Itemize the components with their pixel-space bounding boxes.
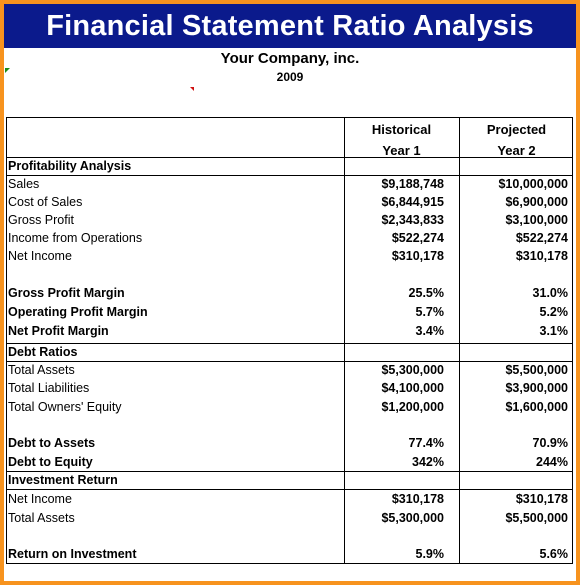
row-label: Gross Profit Margin [8,286,125,300]
row-label: Gross Profit [8,213,74,227]
value-year2: $310,178 [515,249,568,263]
row-label: Net Income [8,249,72,263]
value-year2: 3.1% [539,324,569,338]
value-year1: $5,300,000 [381,363,444,377]
report-year: 2009 [276,70,304,84]
header-projected-label: Projected [486,122,547,137]
row-label: Cost of Sales [8,195,83,209]
company-name: Your Company, inc. [220,50,360,67]
section-investment: Investment Return [7,471,572,489]
value-year2: $5,500,000 [505,363,568,377]
value-year1: $9,188,748 [381,177,444,191]
table-row: Debt to Assets 77.4% 70.9% [7,434,572,452]
table-row: Income from Operations $522,274 $522,274 [7,229,572,247]
table-row: Total Owners' Equity $1,200,000 $1,600,0… [7,398,572,416]
value-year2: 70.9% [532,436,568,450]
row-label: Operating Profit Margin [8,305,148,319]
row-label: Debt to Equity [8,455,93,469]
section-profitability: Profitability Analysis [7,157,572,175]
header-historical: Historical Year 1 [344,119,459,161]
table-row: Operating Profit Margin 5.7% 5.2% [7,303,572,321]
section-label: Investment Return [8,473,118,487]
table-row: Net Income $310,178 $310,178 [7,490,572,508]
row-label: Net Income [8,492,72,506]
ratio-table: Historical Year 1 Projected Year 2 Profi… [6,117,573,564]
table-row: Total Assets $5,300,000 $5,500,000 [7,509,572,527]
table-row: Debt to Equity 342% 244% [7,453,572,471]
value-year1: $6,844,915 [381,195,444,209]
row-label: Total Assets [8,363,75,377]
value-year1: 3.4% [415,324,445,338]
value-year1: 5.9% [415,547,445,561]
table-row: Total Assets $5,300,000 $5,500,000 [7,361,572,379]
red-comment-marker-icon [190,87,194,91]
value-year2: $1,600,000 [505,400,568,414]
value-year2: 31.0% [532,286,568,300]
header-projected: Projected Year 2 [459,119,574,161]
value-year1: $1,200,000 [381,400,444,414]
section-label: Profitability Analysis [8,159,132,173]
row-divider [7,157,572,158]
header-projected-sub: Year 2 [497,143,536,158]
row-label: Total Owners' Equity [8,400,122,414]
value-year2: $3,100,000 [505,213,568,227]
table-row: Gross Profit Margin 25.5% 31.0% [7,284,572,302]
row-divider [7,361,572,362]
row-label: Debt to Assets [8,436,96,450]
value-year1: $310,178 [391,492,444,506]
value-year2: $522,274 [515,231,568,245]
row-label: Return on Investment [8,547,137,561]
value-year1: 342% [412,455,444,469]
page-title: Financial Statement Ratio Analysis [4,4,576,48]
table-row: Sales $9,188,748 $10,000,000 [7,175,572,193]
row-label: Sales [8,177,40,191]
value-year1: $522,274 [391,231,444,245]
value-year2: $310,178 [515,492,568,506]
value-year2: $3,900,000 [505,381,568,395]
green-corner-marker-icon [5,68,10,73]
value-year2: 244% [536,455,568,469]
section-label: Debt Ratios [8,345,78,359]
table-row: Cost of Sales $6,844,915 $6,900,000 [7,193,572,211]
table-row: Return on Investment 5.9% 5.6% [7,545,572,563]
row-divider [7,489,572,490]
column-divider [459,118,460,563]
table-row: Gross Profit $2,343,833 $3,100,000 [7,211,572,229]
value-year1: 25.5% [408,286,444,300]
value-year1: $310,178 [391,249,444,263]
value-year1: 77.4% [408,436,444,450]
row-divider [7,471,572,472]
value-year1: $5,300,000 [381,511,444,525]
section-debt: Debt Ratios [7,343,572,361]
row-label: Total Liabilities [8,381,90,395]
row-label: Total Assets [8,511,75,525]
header-historical-sub: Year 1 [382,143,421,158]
value-year2: 5.2% [539,305,569,319]
value-year1: $2,343,833 [381,213,444,227]
value-year1: $4,100,000 [381,381,444,395]
value-year1: 5.7% [415,305,445,319]
table-row: Net Profit Margin 3.4% 3.1% [7,322,572,340]
row-label: Income from Operations [8,231,143,245]
value-year2: $10,000,000 [498,177,568,191]
row-divider [7,175,572,176]
table-row: Total Liabilities $4,100,000 $3,900,000 [7,379,572,397]
value-year2: $6,900,000 [505,195,568,209]
row-label: Net Profit Margin [8,324,109,338]
header-historical-label: Historical [371,122,432,137]
value-year2: 5.6% [539,547,569,561]
row-divider [7,343,572,344]
column-divider [344,118,345,563]
table-row: Net Income $310,178 $310,178 [7,247,572,265]
value-year2: $5,500,000 [505,511,568,525]
